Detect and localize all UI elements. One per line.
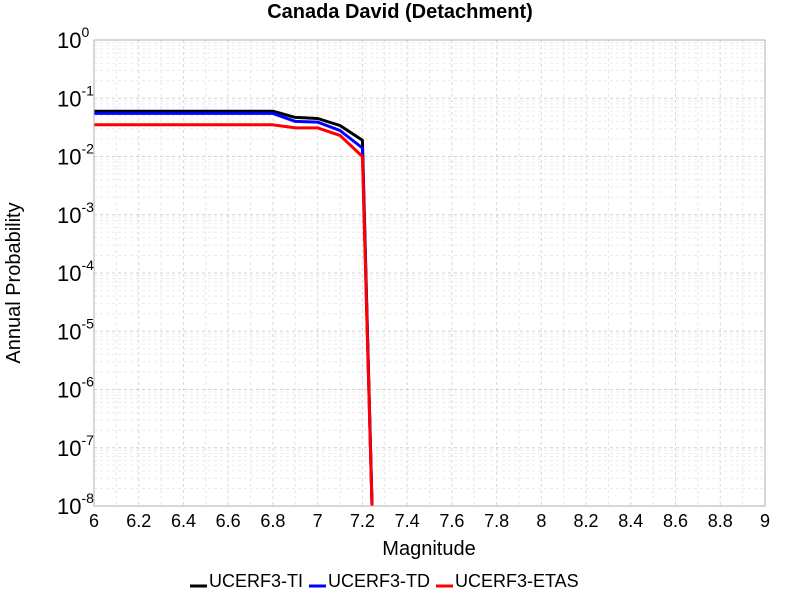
legend-label: UCERF3-TD [328,571,430,591]
y-tick-label: 10-5 [57,315,94,344]
y-tick-label: 10-7 [57,432,94,461]
y-tick-label: 10-4 [57,257,94,286]
y-tick-label: 10-3 [57,199,94,228]
series-line [94,111,374,506]
y-tick-label: 10-1 [57,82,94,111]
series-line [94,109,374,506]
series-group [94,109,374,506]
x-tick-label: 6.6 [216,511,241,531]
x-tick-label: 6.8 [260,511,285,531]
y-tick-label: 10-2 [57,141,94,170]
x-tick-label: 8 [536,511,546,531]
legend: UCERF3-TI UCERF3-TD UCERF3-ETAS [190,571,579,591]
x-tick-label: 7 [313,511,323,531]
legend-label: UCERF3-ETAS [455,571,579,591]
grid [93,39,766,507]
chart-title: Canada David (Detachment) [267,1,533,23]
x-tick-label: 6 [89,511,99,531]
x-tick-label: 7.4 [395,511,420,531]
x-tick-label: 7.8 [484,511,509,531]
x-tick-label: 8.8 [708,511,733,531]
x-tick-label: 7.2 [350,511,375,531]
x-tick-label: 6.2 [126,511,151,531]
x-tick-label: 9 [760,511,770,531]
x-axis-ticks: 6 6.2 6.4 6.6 6.8 7 7.2 7.4 7.6 7.8 8 8.2 8.4 8.6 8.8 9 [89,511,770,531]
x-tick-label: 8.2 [574,511,599,531]
y-axis-title: Annual Probability [3,202,25,363]
x-tick-label: 6.4 [171,511,196,531]
x-tick-label: 8.6 [663,511,688,531]
plot-frame [93,39,766,507]
y-axis-ticks: 100 10-1 10-2 10-3 10-4 10-5 10-6 10-7 10-8 [57,24,94,519]
x-tick-label: 7.6 [439,511,464,531]
y-tick-label: 10-6 [57,374,94,403]
series-line [94,123,374,506]
y-tick-label: 100 [57,24,89,53]
x-tick-label: 8.4 [618,511,643,531]
legend-label: UCERF3-TI [209,571,303,591]
y-tick-label: 10-8 [57,490,94,519]
x-axis-title: Magnitude [382,538,475,560]
